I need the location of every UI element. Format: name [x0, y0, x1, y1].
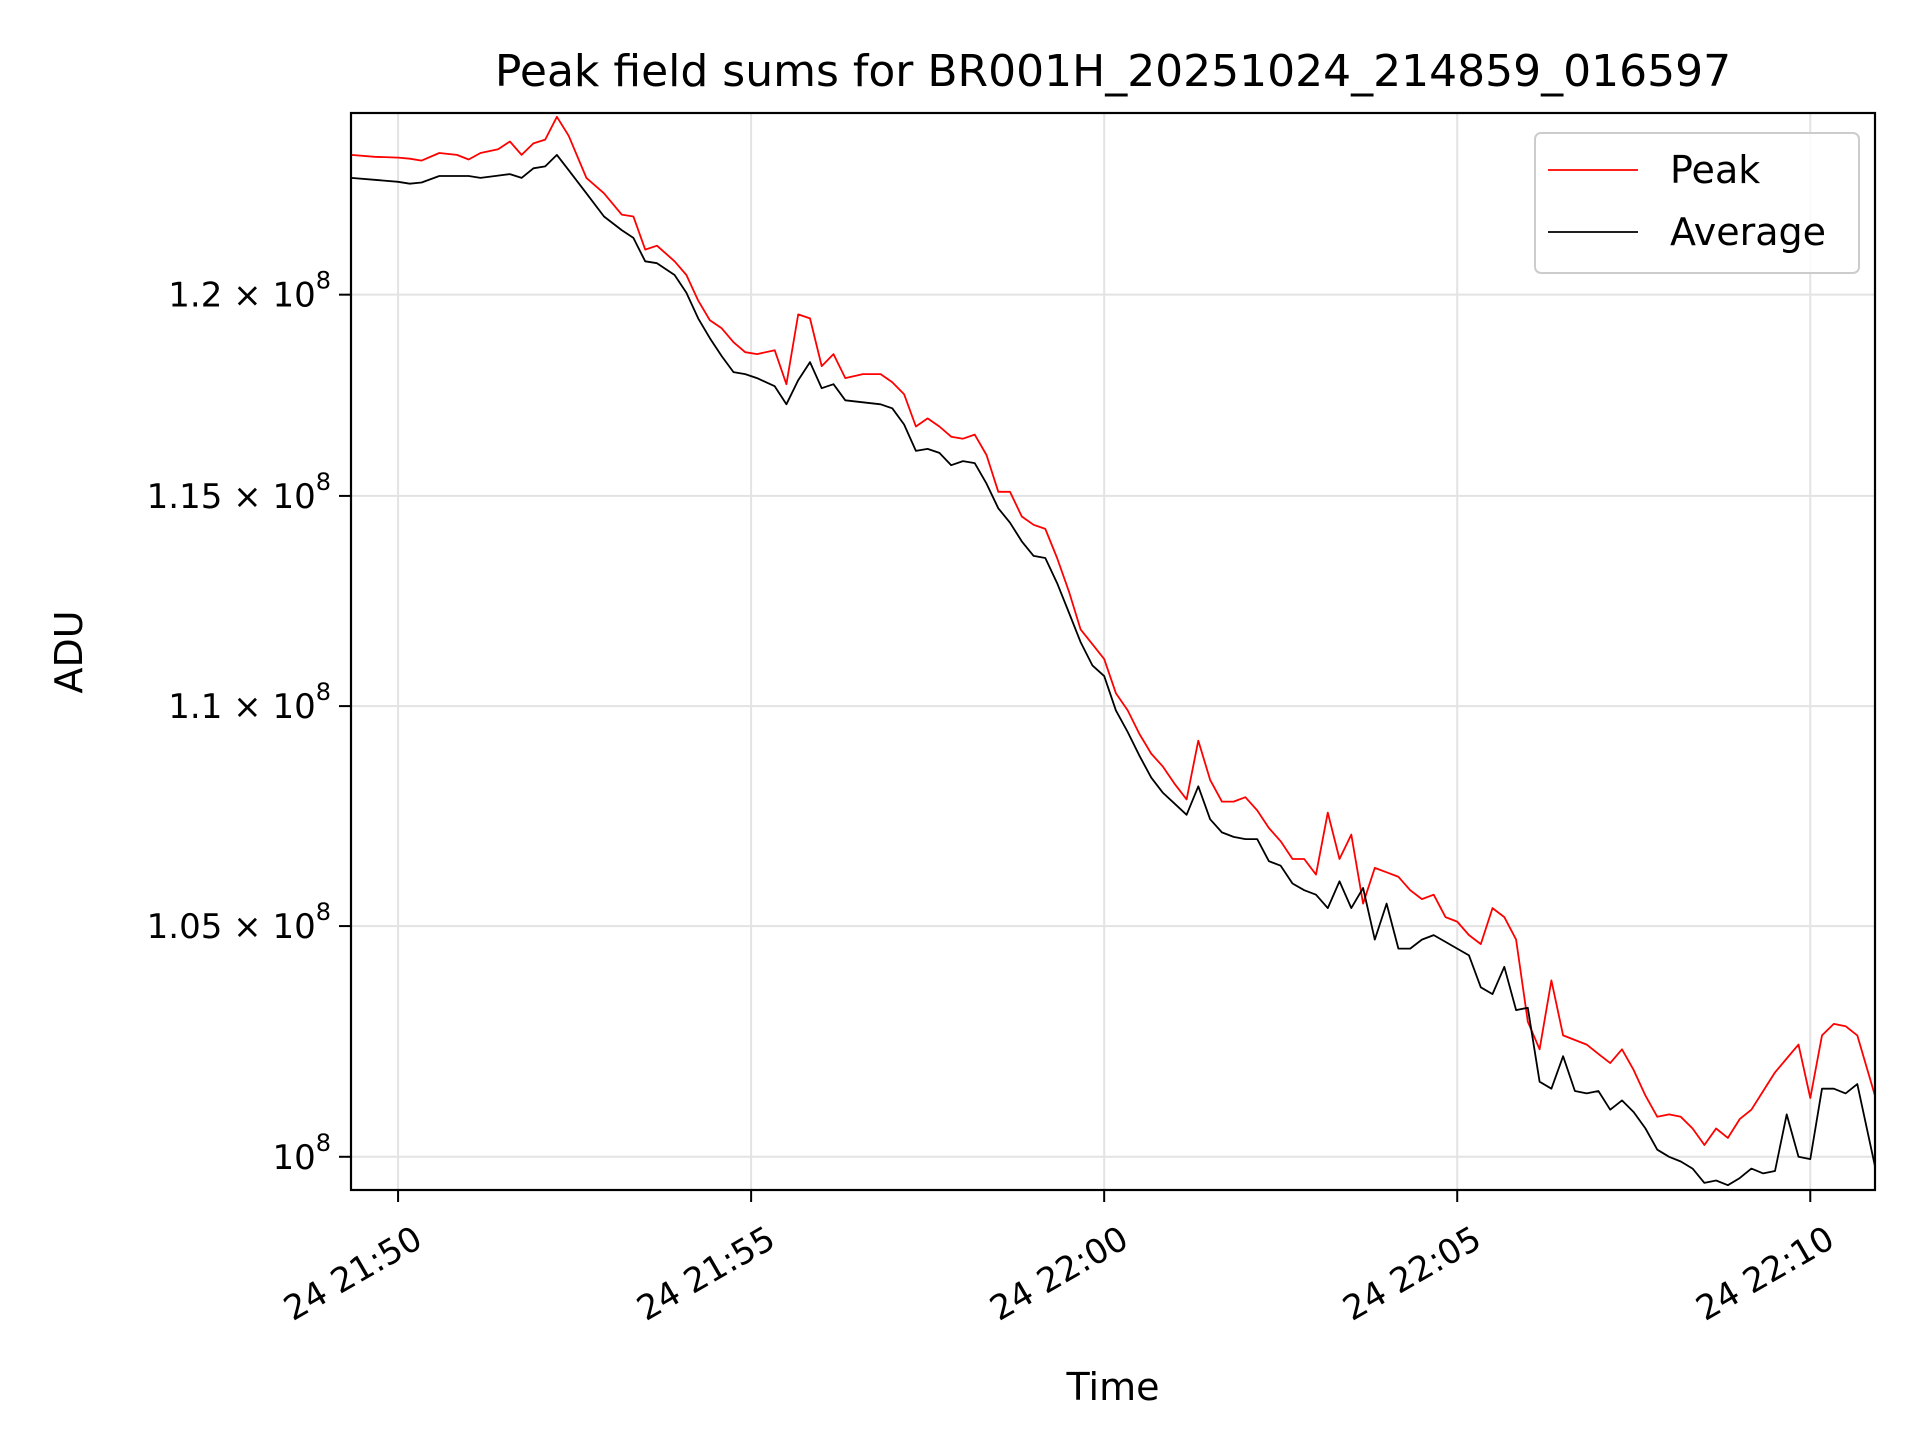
grid-lines	[351, 113, 1875, 1190]
series-line-peak	[351, 115, 1875, 1146]
y-tick-mantissa: 1.1 × 10	[168, 687, 315, 727]
chart-title: Peak field sums for BR001H_20251024_2148…	[495, 46, 1731, 97]
plot-series	[351, 115, 1875, 1187]
y-tick-exponent: 8	[316, 898, 331, 926]
y-tick-label: 1.15 × 108	[147, 468, 331, 517]
y-tick-mantissa: 10	[272, 1138, 315, 1178]
y-axis-label: ADU	[47, 610, 91, 693]
legend-label-peak: Peak	[1670, 148, 1760, 192]
y-tick-exponent: 8	[316, 468, 331, 496]
y-tick-label: 108	[272, 1129, 331, 1178]
y-tick-mantissa: 1.05 × 10	[147, 907, 316, 947]
y-tick-exponent: 8	[316, 1129, 331, 1157]
y-tick-label: 1.05 × 108	[147, 898, 331, 947]
legend-label-average: Average	[1670, 210, 1826, 254]
y-tick-mantissa: 1.15 × 10	[147, 477, 316, 517]
legend: Peak Average	[1534, 132, 1860, 274]
y-tick-exponent: 8	[316, 678, 331, 706]
series-line-average	[351, 154, 1875, 1187]
y-tick-exponent: 8	[316, 267, 331, 295]
plot-frame	[349, 111, 1877, 1192]
y-tick-mantissa: 1.2 × 10	[168, 276, 315, 316]
y-tick-label: 1.1 × 108	[168, 678, 331, 727]
y-tick-label: 1.2 × 108	[168, 267, 331, 316]
x-axis-label: Time	[1066, 1365, 1160, 1409]
legend-box	[1534, 132, 1860, 274]
